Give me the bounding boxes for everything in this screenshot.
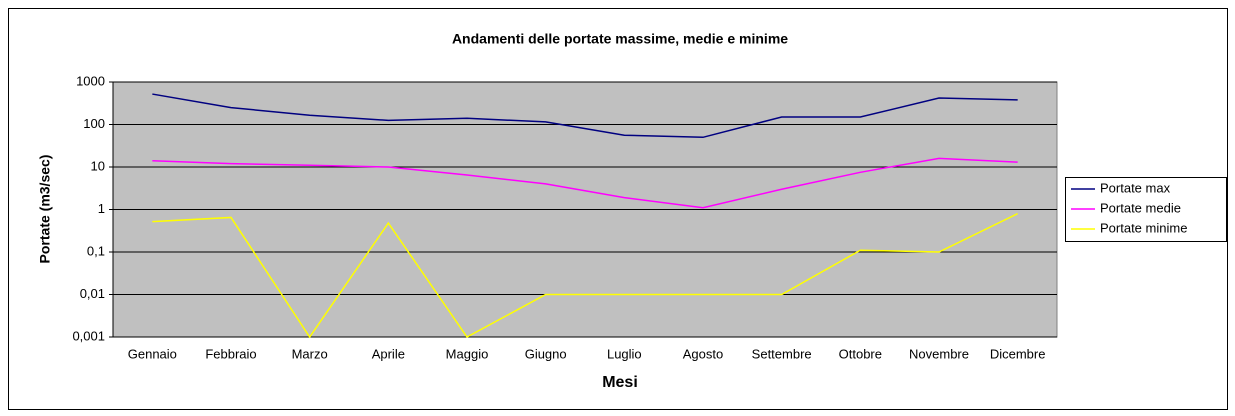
y-tick-label: 100: [83, 116, 105, 131]
y-tick-label: 1000: [76, 73, 105, 88]
data-line: [152, 157, 1018, 209]
legend-label: Portate medie: [1100, 200, 1181, 215]
x-tick-label: Ottobre: [839, 346, 882, 361]
data-line: [152, 93, 1018, 139]
y-axis-label: Portate (m3/sec): [37, 155, 53, 264]
x-tick-label: Novembre: [909, 346, 969, 361]
x-tick-label: Maggio: [446, 346, 489, 361]
x-tick-label: Gennaio: [128, 346, 177, 361]
legend-label: Portate minime: [1100, 220, 1187, 235]
x-tick-label: Agosto: [683, 346, 723, 361]
legend-label: Portate max: [1100, 180, 1171, 195]
x-tick-label: Luglio: [607, 346, 642, 361]
y-tick-label: 1: [98, 201, 105, 216]
x-tick-label: Febbraio: [205, 346, 256, 361]
data-line: [152, 212, 1018, 339]
x-axis-label: Mesi: [602, 374, 638, 391]
y-tick-label: 0,1: [87, 243, 105, 258]
x-tick-label: Giugno: [525, 346, 567, 361]
chart-title: Andamenti delle portate massime, medie e…: [452, 31, 788, 47]
y-tick-label: 10: [91, 158, 105, 173]
x-tick-label: Dicembre: [990, 346, 1046, 361]
x-tick-label: Settembre: [752, 346, 812, 361]
x-tick-label: Marzo: [292, 346, 328, 361]
x-tick-label: Aprile: [372, 346, 405, 361]
y-tick-label: 0,001: [72, 328, 105, 343]
y-tick-label: 0,01: [80, 286, 105, 301]
